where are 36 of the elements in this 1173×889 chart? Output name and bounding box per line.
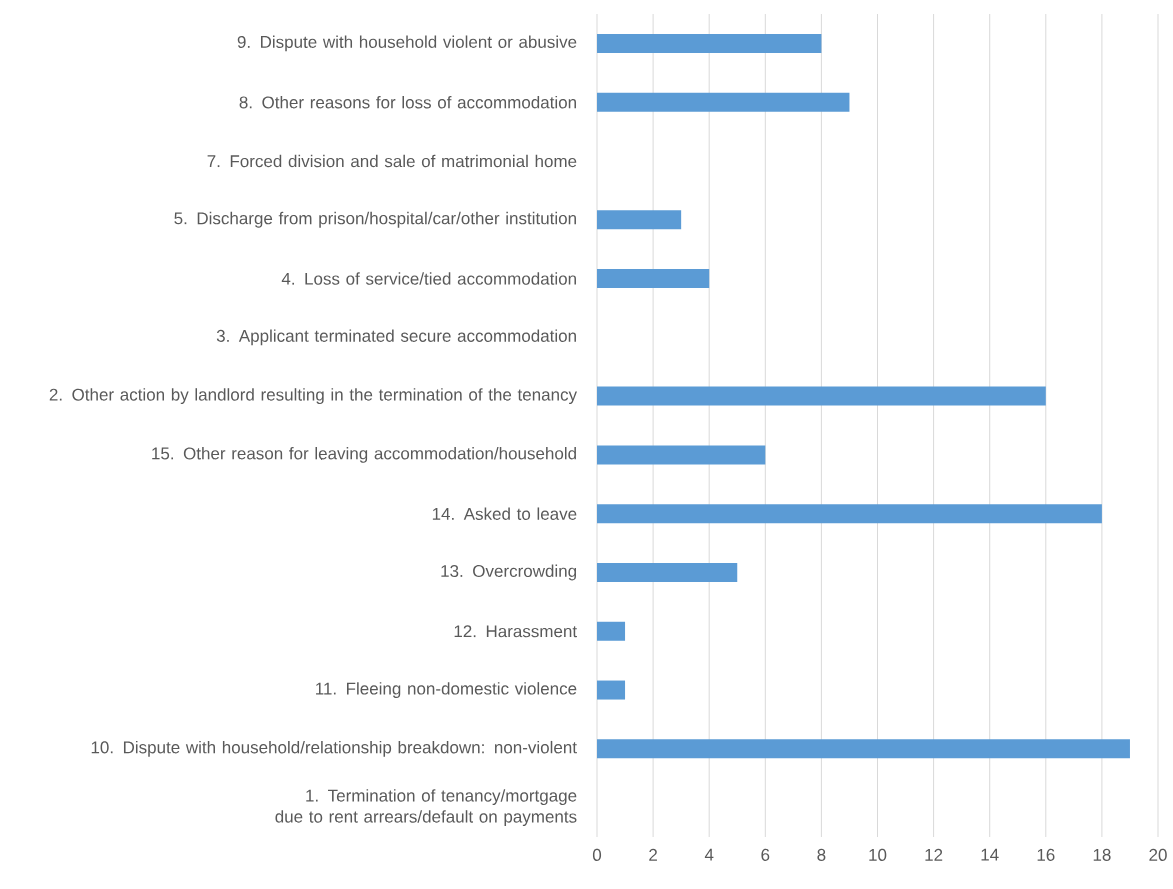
- y-tick-label: 7. Forced division and sale of matrimonial home: [207, 154, 577, 168]
- y-tick-label: 2. Other action by landlord resulting in the termination of the tenancy: [49, 388, 578, 405]
- bar: [597, 680, 626, 700]
- y-tick-label: 5. Discharge from prison/hospital/car/other institution: [174, 211, 576, 228]
- bar: [597, 269, 710, 289]
- bar: [597, 92, 850, 112]
- x-tick-label: 20: [1149, 848, 1167, 861]
- y-tick-label: 12. Harassment: [454, 625, 577, 638]
- bar: [597, 504, 1102, 524]
- bar: [597, 33, 822, 53]
- x-tick-label: 10: [869, 848, 887, 861]
- y-tick-label: 4. Loss of service/tied accommodation: [281, 272, 576, 285]
- y-tick-label: 8. Other reasons for loss of accommodation: [239, 95, 576, 109]
- y-tick-label: 14. Asked to leave: [432, 507, 577, 520]
- y-tick-label: 1. Termination of tenancy/mortgage due to rent arrears/default on payments: [275, 789, 577, 827]
- y-tick-label: 11. Fleeing non-domestic violence: [316, 682, 577, 698]
- y-tick-label: 9. Dispute with household violent or abusive: [237, 35, 577, 52]
- bar: [597, 739, 1130, 759]
- bar: [597, 386, 1046, 406]
- x-tick-label: 12: [925, 848, 943, 861]
- x-tick-label: 8: [817, 848, 826, 861]
- y-tick-label: 15. Other reason for leaving accommodation/household: [152, 446, 576, 463]
- x-tick-label: 16: [1037, 848, 1055, 861]
- x-tick-label: 14: [981, 848, 999, 861]
- x-tick-label: 2: [649, 848, 657, 861]
- y-tick-label: 3. Applicant terminated secure accommodation: [216, 329, 576, 346]
- bar: [597, 621, 626, 641]
- x-tick-label: 4: [704, 848, 714, 861]
- y-tick-label: 10. Dispute with household/relationship breakdown: non-violent: [91, 740, 577, 757]
- bar: [597, 445, 766, 465]
- bar: [597, 562, 738, 582]
- x-tick-label: 18: [1093, 848, 1111, 861]
- x-tick-label: 6: [761, 848, 770, 861]
- y-tick-label: 13. Overcrowding: [441, 564, 577, 581]
- x-tick-label: 0: [592, 848, 602, 861]
- bar: [597, 210, 682, 230]
